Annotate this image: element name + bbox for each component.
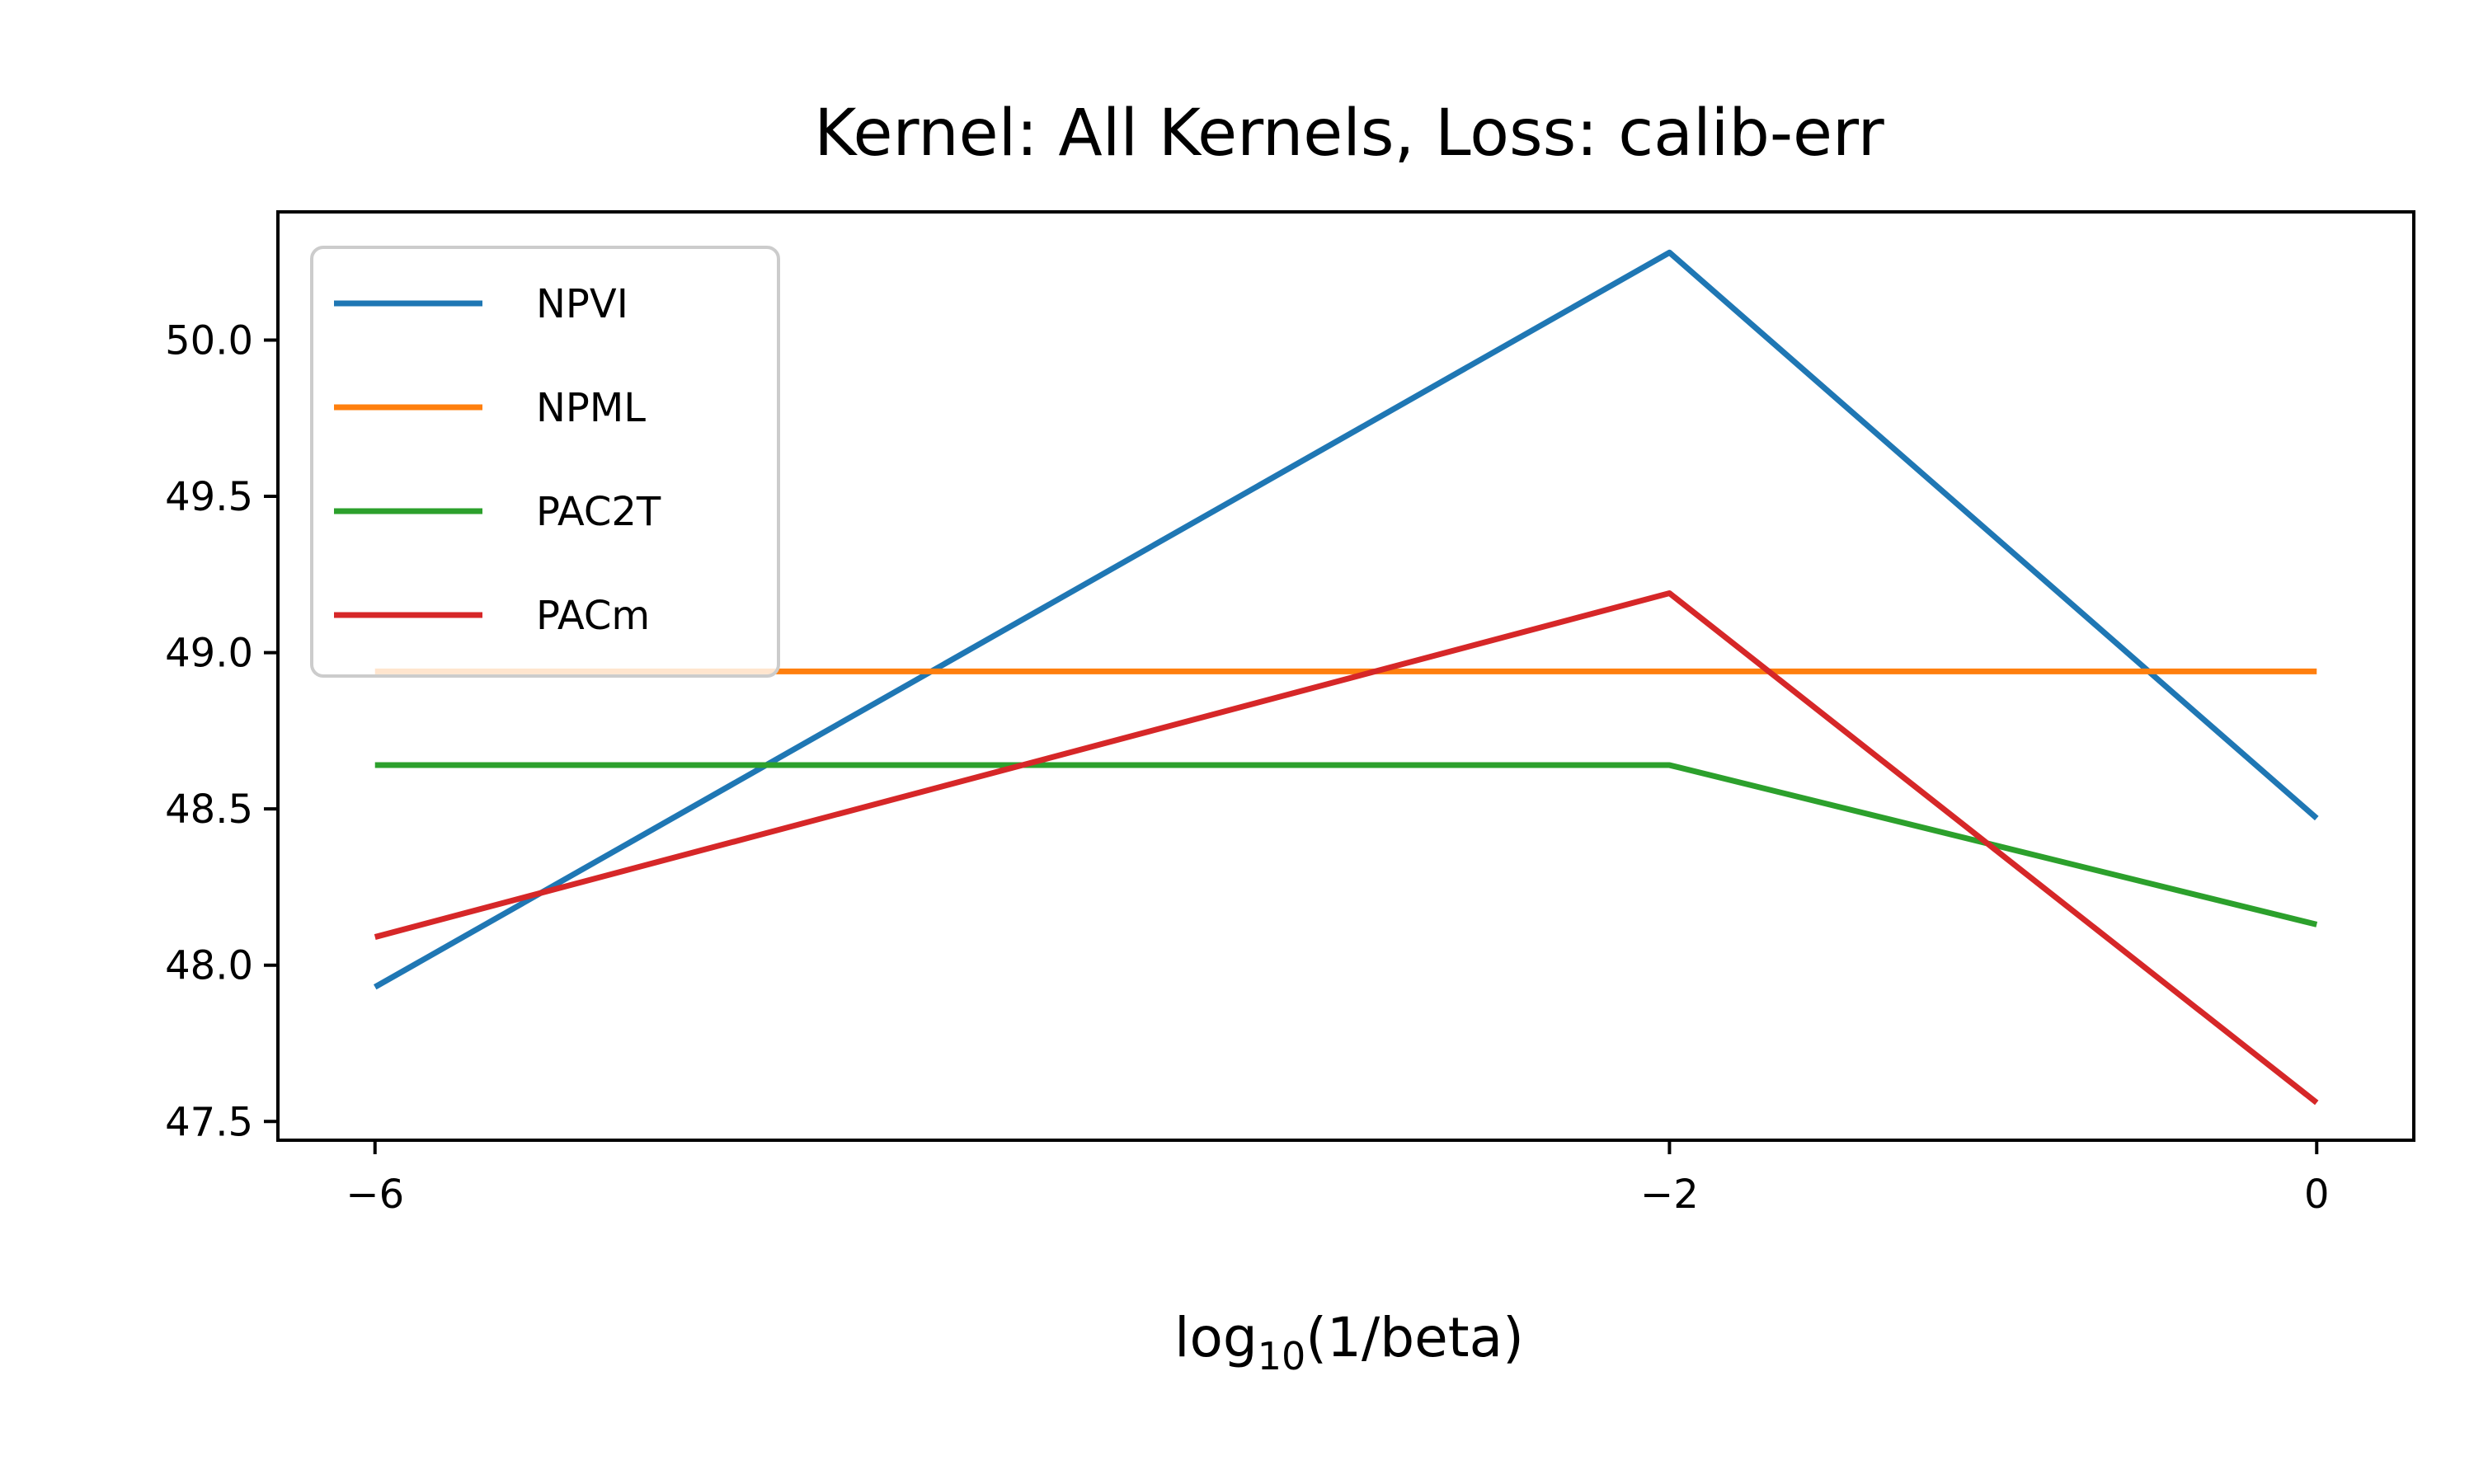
series-line-npvi: [373, 249, 2319, 990]
series-line-pacm: [374, 590, 2319, 1106]
y-tick-label: 49.5: [165, 474, 253, 520]
y-axis: 47.5 48.0 48.5 49.0 49.5 50.0: [165, 317, 278, 1145]
x-axis: −6 −2 0: [346, 1140, 2330, 1218]
legend-label: NPVI: [536, 281, 628, 327]
x-tick-label: 0: [2304, 1172, 2330, 1218]
y-tick-label: 47.5: [165, 1099, 253, 1145]
x-axis-label-base: log: [1174, 1306, 1258, 1369]
x-tick-label: −6: [346, 1172, 404, 1218]
legend-label: NPML: [536, 385, 646, 431]
plot-frame: [276, 210, 2415, 1142]
series-line-pac2t: [374, 762, 2318, 928]
x-axis-label-rest: (1/beta): [1305, 1306, 1524, 1369]
x-axis-label-subscript: 10: [1258, 1334, 1306, 1378]
legend: NPVI NPML PAC2T PACm: [310, 246, 780, 678]
x-axis-label: log10(1/beta): [1174, 1306, 1524, 1378]
legend-box: [310, 246, 780, 678]
y-tick-label: 50.0: [165, 317, 253, 364]
chart-title: Kernel: All Kernels, Loss: calib-err: [814, 96, 1884, 171]
x-tick-label: −2: [1640, 1172, 1699, 1218]
y-tick-label: 48.5: [165, 787, 253, 833]
series-lines: [373, 249, 2319, 1106]
legend-label: PACm: [536, 593, 650, 639]
legend-label: PAC2T: [536, 489, 661, 535]
y-tick-label: 49.0: [165, 631, 253, 677]
y-tick-label: 48.0: [165, 943, 253, 989]
